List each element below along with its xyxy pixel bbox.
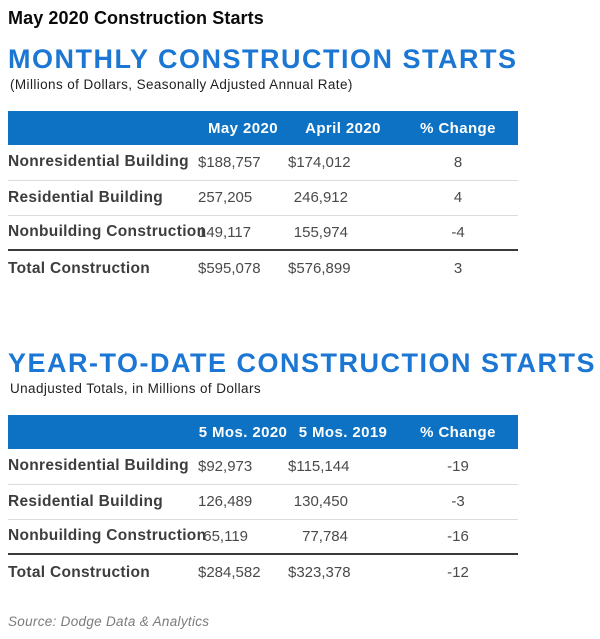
year-to-date-section: YEAR-TO-DATE CONSTRUCTION STARTS Unadjus… (8, 348, 600, 590)
year-to-date-table-header-row: 5 Mos. 2020 5 Mos. 2019 % Change (8, 415, 518, 449)
total-label: Total Construction (8, 259, 151, 277)
column-header-blank (8, 111, 198, 145)
column-header-5mos-2019: 5 Mos. 2019 (288, 415, 398, 449)
total-row: Total Construction $595,078 $576,899 3 (8, 250, 518, 286)
column-header-blank (8, 415, 198, 449)
row-label: Residential Building (8, 484, 198, 520)
column-header-may-2020: May 2020 (198, 111, 288, 145)
row-pct-change: -19 (398, 449, 518, 485)
total-value: $576,899 (288, 260, 351, 277)
row-label: Nonresidential Building (8, 449, 198, 485)
total-row: Total Construction $284,582 $323,378 -12 (8, 554, 518, 590)
table-row: Nonbuilding Construction 149,117 155,974… (8, 215, 518, 251)
total-label: Total Construction (8, 563, 151, 581)
row-value: $174,012 (288, 145, 398, 181)
monthly-table-header-row: May 2020 April 2020 % Change (8, 111, 518, 145)
row-value: 149,117 (198, 215, 288, 251)
row-value: $115,144 (288, 449, 398, 485)
row-value: $188,757 (198, 145, 288, 181)
total-pct-change: 3 (453, 260, 463, 277)
row-pct-change: -4 (398, 215, 518, 251)
total-value: $595,078 (198, 260, 261, 277)
page-title: May 2020 Construction Starts (8, 8, 264, 28)
row-pct-change: 4 (398, 180, 518, 216)
row-pct-change: 8 (398, 145, 518, 181)
row-value: 77,784 (288, 519, 398, 555)
row-value: 126,489 (198, 484, 288, 520)
column-header-pct-change: % Change (398, 111, 518, 145)
year-to-date-table: 5 Mos. 2020 5 Mos. 2019 % Change Nonresi… (8, 415, 518, 590)
monthly-table: May 2020 April 2020 % Change Nonresident… (8, 111, 518, 286)
row-value: $92,973 (198, 449, 288, 485)
row-pct-change: -16 (398, 519, 518, 555)
row-value: 257,205 (198, 180, 288, 216)
source-note: Source: Dodge Data & Analytics (8, 614, 210, 629)
total-value: $284,582 (198, 564, 261, 581)
year-to-date-section-title: YEAR-TO-DATE CONSTRUCTION STARTS (8, 348, 596, 378)
total-value: $323,378 (288, 564, 351, 581)
row-label: Nonresidential Building (8, 145, 198, 181)
row-value: 246,912 (288, 180, 398, 216)
table-row: Nonresidential Building $92,973 $115,144… (8, 449, 518, 485)
row-value: 130,450 (288, 484, 398, 520)
column-header-april-2020: April 2020 (288, 111, 398, 145)
table-row: Nonresidential Building $188,757 $174,01… (8, 145, 518, 181)
year-to-date-section-subtitle: Unadjusted Totals, in Millions of Dollar… (10, 381, 262, 396)
row-value: 65,119 (198, 519, 288, 555)
table-row: Nonbuilding Construction 65,119 77,784 -… (8, 519, 518, 555)
row-label: Residential Building (8, 180, 198, 216)
monthly-section: MONTHLY CONSTRUCTION STARTS (Millions of… (8, 44, 600, 286)
row-label: Nonbuilding Construction (8, 519, 206, 555)
column-header-pct-change: % Change (398, 415, 518, 449)
monthly-section-title: MONTHLY CONSTRUCTION STARTS (8, 44, 518, 74)
table-row: Residential Building 126,489 130,450 -3 (8, 484, 518, 520)
row-value: 155,974 (288, 215, 398, 251)
total-pct-change: -12 (447, 564, 469, 581)
row-label: Nonbuilding Construction (8, 215, 206, 251)
row-pct-change: -3 (398, 484, 518, 520)
monthly-section-subtitle: (Millions of Dollars, Seasonally Adjuste… (10, 77, 353, 92)
column-header-5mos-2020: 5 Mos. 2020 (198, 415, 288, 449)
table-row: Residential Building 257,205 246,912 4 (8, 180, 518, 216)
